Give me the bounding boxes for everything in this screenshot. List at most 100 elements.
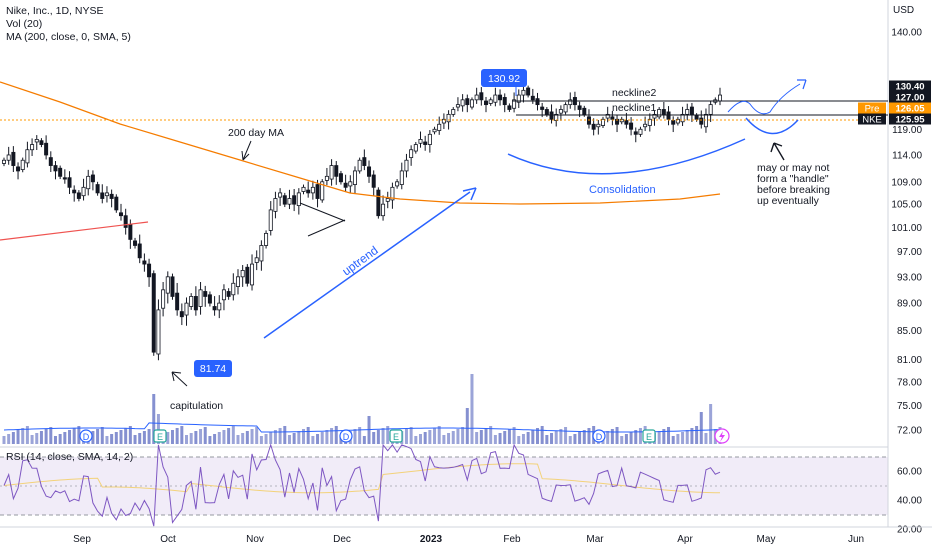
currency-label: USD [893,5,914,16]
candle-body [484,100,489,106]
candle-body [563,104,568,113]
legend-rsi[interactable]: RSI (14, close, SMA, 14, 2) [6,451,133,463]
ma-pointer-arrow [241,140,252,161]
time-tick-label: Sep [73,534,91,545]
candle-body [362,157,367,166]
candle-body [142,260,147,265]
volume-bar [330,428,334,444]
ma-200-path [0,81,721,205]
volume-bar [189,433,193,444]
legend-volume[interactable]: Vol (20) [6,18,42,30]
volume-bar [128,426,132,444]
dividend-marker[interactable]: D [592,429,606,443]
candle-body [198,289,203,307]
volume-bar [110,434,114,444]
handle-cup [745,117,799,135]
volume-bar [437,426,441,444]
neckline2-label: neckline2 [612,87,657,99]
volume-bar [222,430,226,444]
volume-bar [512,427,516,444]
candle-body [586,116,591,125]
dividend-marker[interactable]: D [339,429,353,443]
candle-body [376,189,381,217]
candle-body [161,289,166,309]
volume-bar [72,428,76,444]
price-tick-label: 119.00 [892,125,922,136]
candle-body [81,186,86,197]
candle-body [441,118,446,124]
candle-body [6,154,11,161]
volume-bar [709,404,713,444]
candle-body [516,94,521,103]
candle-body [231,282,236,296]
volume-bar [386,426,390,444]
candle-body [207,294,212,304]
svg-text:81.74: 81.74 [200,363,226,375]
earnings-marker[interactable]: E [642,429,656,443]
candle-body [62,177,67,180]
volume-bar [175,428,179,444]
rsi-tick-label: 20.00 [897,525,922,536]
volume-bar [498,433,502,444]
volume-bar [681,432,685,444]
time-tick-label: Nov [246,534,264,545]
volume-bar [470,374,474,444]
volume-bar [142,431,146,444]
volume-bar [292,433,296,444]
candle-body [151,273,156,353]
candle-body [629,122,634,130]
volume-bar [311,436,315,444]
volume-bar [25,426,29,444]
volume-bar [615,427,619,444]
candle-body [661,109,666,115]
time-tick-label: Mar [586,534,604,545]
volume-bar [671,436,675,444]
volume-bar [316,434,320,444]
candle-body [357,159,362,172]
candle-body [638,128,643,135]
candle-body [385,198,390,202]
badge-value-box [889,80,931,92]
volume-bar [564,427,568,444]
candle-body [455,104,460,108]
candle-body [437,123,442,131]
candle-body [11,151,16,166]
price-tick-label: 101.00 [891,223,922,234]
candle-body [549,111,554,120]
earnings-marker[interactable]: E [389,429,403,443]
volume-bar [433,428,437,444]
candle-body [657,109,662,118]
candle-body [165,276,170,294]
volume-bar [124,428,128,444]
volume-bar [166,432,170,444]
volume-bar [573,434,577,444]
volume-bar [638,428,642,444]
legend-symbol[interactable]: Nike, Inc., 1D, NYSE [6,5,103,17]
candle-body [460,99,465,107]
candle-body [292,195,297,205]
dividend-marker[interactable]: D [79,429,93,443]
volume-bar [554,431,558,444]
candlesticks[interactable] [2,85,723,361]
time-axis[interactable]: Sep Oct Nov Dec 2023 Feb Mar Apr May Jun [0,526,932,545]
volume-bar [287,435,291,444]
rsi-path [3,443,721,527]
candle-body [619,118,624,123]
candle-body [133,240,138,246]
candle-body [20,159,25,170]
candle-body [694,115,699,120]
candle-body [240,270,245,278]
price-tick-label: 114.00 [892,150,922,161]
svg-text:D: D [343,432,350,442]
volume-bar [264,434,268,444]
candle-body [582,107,587,115]
badge-value: 125.95 [895,115,925,126]
candle-body [643,123,648,128]
legend-ma[interactable]: MA (200, close, 0, SMA, 5) [6,31,131,43]
earnings-marker[interactable]: E [153,429,167,443]
lightning-marker[interactable] [714,428,730,444]
candle-body [352,170,357,185]
volume-bar [550,433,554,444]
